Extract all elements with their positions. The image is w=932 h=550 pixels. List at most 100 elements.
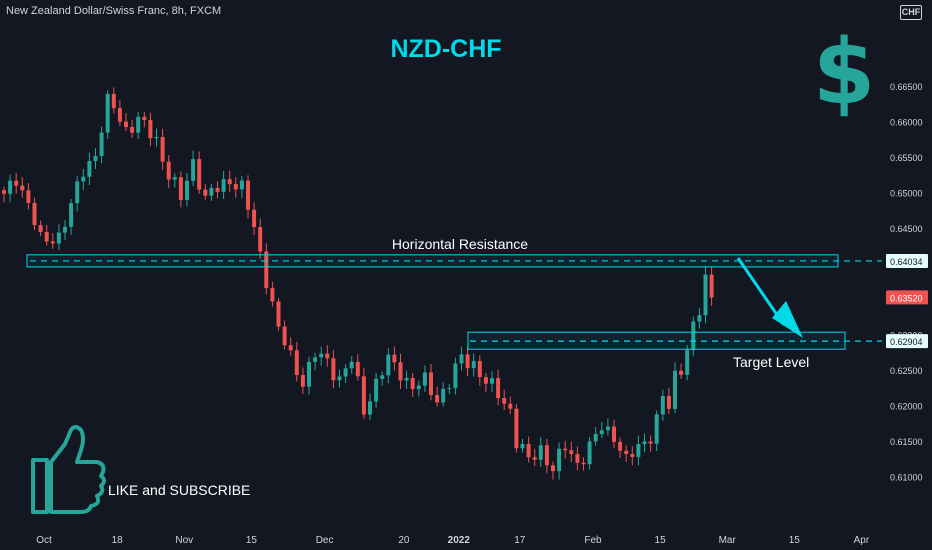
candle	[368, 393, 372, 420]
y-tick-label: 0.65000	[890, 188, 923, 198]
x-tick-label: 17	[514, 535, 526, 546]
candle	[20, 177, 25, 198]
candle	[337, 369, 342, 388]
candle	[160, 128, 165, 171]
svg-text:0.64034: 0.64034	[890, 257, 923, 267]
dollar-sign-icon: $	[813, 20, 876, 125]
y-tick-label: 0.61500	[890, 437, 923, 447]
candle	[502, 389, 507, 411]
candle	[38, 220, 43, 237]
y-tick-label: 0.66500	[890, 82, 923, 92]
candle	[563, 440, 568, 459]
y-tick-label: 0.62500	[890, 366, 923, 376]
candle	[227, 170, 232, 193]
candle	[117, 99, 122, 126]
candle	[703, 266, 708, 324]
candle	[239, 175, 244, 198]
candle	[130, 119, 135, 139]
currency-badge[interactable]: CHF	[900, 5, 922, 20]
candle	[172, 173, 177, 188]
target-zone	[467, 331, 846, 350]
svg-text:0.63520: 0.63520	[890, 293, 923, 303]
y-axis[interactable]: 0.66500 0.66000 0.65500 0.65000 0.64500 0.640…	[890, 82, 923, 482]
candle	[624, 445, 629, 462]
candle	[111, 87, 116, 114]
candle	[270, 281, 275, 307]
candle	[575, 446, 580, 471]
candle	[483, 372, 488, 393]
candle	[648, 435, 653, 452]
candle	[569, 441, 574, 463]
candle	[666, 387, 671, 415]
candle	[532, 448, 537, 467]
candle	[258, 218, 263, 259]
candle	[185, 172, 189, 207]
candle	[429, 364, 433, 401]
candle	[105, 89, 110, 139]
candle	[520, 438, 525, 453]
candle	[490, 371, 494, 392]
candle	[87, 152, 92, 186]
candle	[526, 436, 531, 463]
candle	[197, 151, 202, 194]
candle	[246, 175, 250, 219]
price-tag: 0.64034	[886, 253, 928, 268]
candlestick-series	[2, 87, 714, 480]
candle	[447, 384, 452, 395]
candle	[691, 316, 696, 357]
y-tick-label: 0.66000	[890, 117, 923, 127]
price-tag: 0.63520	[886, 290, 928, 305]
candle	[508, 396, 513, 415]
candle	[697, 308, 702, 329]
candle	[459, 346, 464, 371]
price-tag: 0.62904	[886, 334, 928, 349]
candle	[435, 386, 440, 407]
y-tick-label: 0.61000	[890, 472, 923, 482]
candle	[557, 442, 562, 480]
candle	[63, 220, 67, 240]
candle	[642, 433, 647, 453]
candle	[99, 126, 104, 164]
candle	[32, 197, 37, 231]
candle	[56, 224, 61, 250]
candle	[81, 169, 86, 190]
candle	[374, 372, 379, 408]
candle	[233, 177, 238, 198]
candle	[178, 171, 183, 208]
candle	[166, 155, 171, 188]
x-tick-label: 20	[398, 535, 410, 546]
candle	[673, 362, 677, 414]
candle	[551, 461, 555, 480]
candle	[343, 364, 348, 383]
candle	[612, 419, 616, 449]
x-tick-label: 18	[112, 535, 124, 546]
candle	[288, 337, 293, 356]
candle	[496, 369, 501, 406]
candle	[325, 345, 330, 367]
x-tick-label: Feb	[584, 535, 602, 546]
x-tick-label: 15	[246, 535, 258, 546]
candle	[276, 297, 281, 331]
candle	[441, 382, 446, 407]
candle	[136, 111, 141, 140]
candle	[380, 371, 385, 387]
projection-arrow	[736, 257, 803, 338]
candle	[471, 353, 476, 377]
candle	[14, 172, 19, 194]
x-axis[interactable]: Oct 18 Nov 15 Dec 20 2022 17 Feb 15 Mar 15 Apr	[36, 535, 870, 546]
candle	[386, 348, 391, 384]
x-tick-label: Oct	[36, 535, 52, 546]
candle	[191, 150, 196, 187]
candle	[307, 356, 311, 395]
candle	[50, 233, 55, 249]
candle	[709, 266, 714, 306]
candle	[685, 345, 690, 381]
candle	[587, 436, 592, 470]
chart-title: NZD-CHF	[390, 35, 501, 63]
cta-label: LIKE and SUBSCRIBE	[108, 482, 250, 498]
candle	[319, 346, 324, 366]
candle	[331, 350, 336, 389]
candle	[538, 437, 543, 467]
y-tick-label: 0.62000	[890, 401, 923, 411]
